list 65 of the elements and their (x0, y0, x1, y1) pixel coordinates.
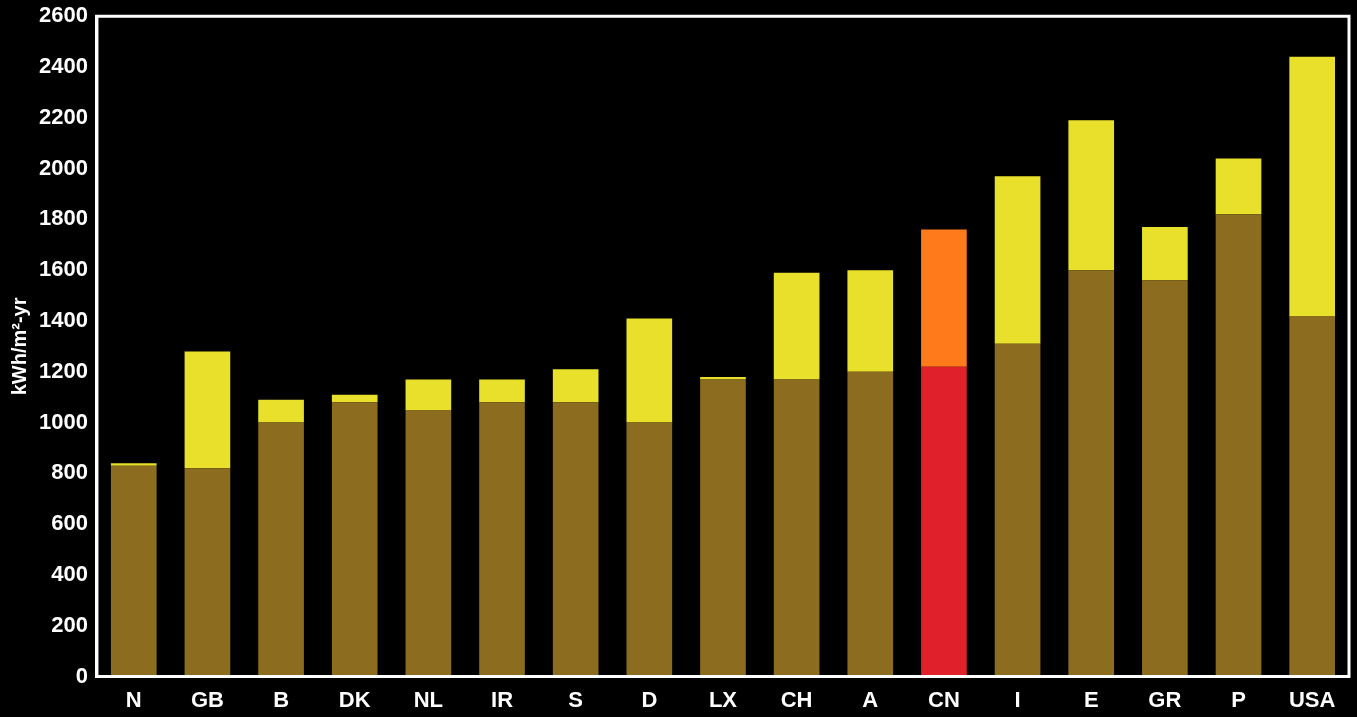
y-tick-label: 800 (51, 459, 88, 485)
y-tick-label: 2000 (38, 154, 88, 180)
bar (258, 399, 304, 423)
bar (184, 351, 231, 469)
x-tick-label: LX (708, 686, 738, 712)
bar (405, 409, 452, 677)
bar (479, 379, 525, 403)
y-tick-label: 1200 (38, 357, 88, 383)
y-tick-label: 2200 (38, 103, 88, 129)
bar (1142, 280, 1188, 677)
x-tick-label: I (1014, 686, 1021, 712)
bar (1142, 227, 1188, 281)
y-tick-label: 0 (75, 662, 88, 688)
y-tick-label: 2600 (38, 2, 88, 28)
y-tick-label: 200 (51, 611, 88, 637)
bar (1215, 214, 1262, 677)
x-tick-label: E (1083, 686, 1099, 712)
x-tick-label: USA (1288, 686, 1336, 712)
bar (626, 318, 673, 423)
bar (405, 379, 452, 410)
bar (1289, 56, 1336, 316)
x-tick-label: GB (190, 686, 224, 712)
bar (921, 229, 967, 367)
bar (700, 379, 746, 677)
y-tick-label: 600 (51, 510, 88, 536)
bar (110, 465, 157, 677)
x-tick-label: B (273, 686, 290, 712)
bar (847, 371, 894, 677)
y-tick-label: 1600 (38, 256, 88, 282)
bar (258, 422, 304, 677)
x-tick-label: D (641, 686, 658, 712)
y-tick-label: 1000 (38, 408, 88, 434)
x-tick-label: NL (413, 686, 444, 712)
x-tick-label: S (568, 686, 584, 712)
x-tick-label: IR (491, 686, 514, 712)
y-tick-label: 400 (51, 561, 88, 587)
bar (1068, 120, 1115, 271)
bar (626, 422, 673, 677)
bar (773, 272, 820, 380)
bar (994, 343, 1041, 677)
bar (479, 402, 525, 677)
bar (994, 176, 1041, 344)
y-tick-label: 1800 (38, 205, 88, 231)
bar (331, 402, 378, 677)
bar (773, 379, 820, 677)
bar (184, 468, 231, 677)
bar (847, 270, 894, 372)
bar (110, 463, 157, 466)
x-tick-label: N (125, 686, 142, 712)
bar (552, 402, 599, 677)
bar (1068, 270, 1115, 677)
x-tick-label: P (1231, 686, 1246, 712)
x-tick-label: CN (928, 686, 960, 712)
y-tick-label: 1400 (38, 307, 88, 333)
bar (331, 394, 378, 403)
bar (1289, 315, 1336, 677)
bar (1215, 158, 1262, 215)
bar (552, 369, 599, 403)
bar (921, 366, 967, 677)
x-tick-label: DK (338, 686, 371, 712)
y-axis-title: kWh/m²-yr (7, 297, 30, 396)
y-tick-label: 2400 (38, 53, 88, 79)
x-tick-label: A (862, 686, 879, 712)
x-tick-label: CH (780, 686, 813, 712)
x-tick-label: GR (1148, 686, 1182, 712)
